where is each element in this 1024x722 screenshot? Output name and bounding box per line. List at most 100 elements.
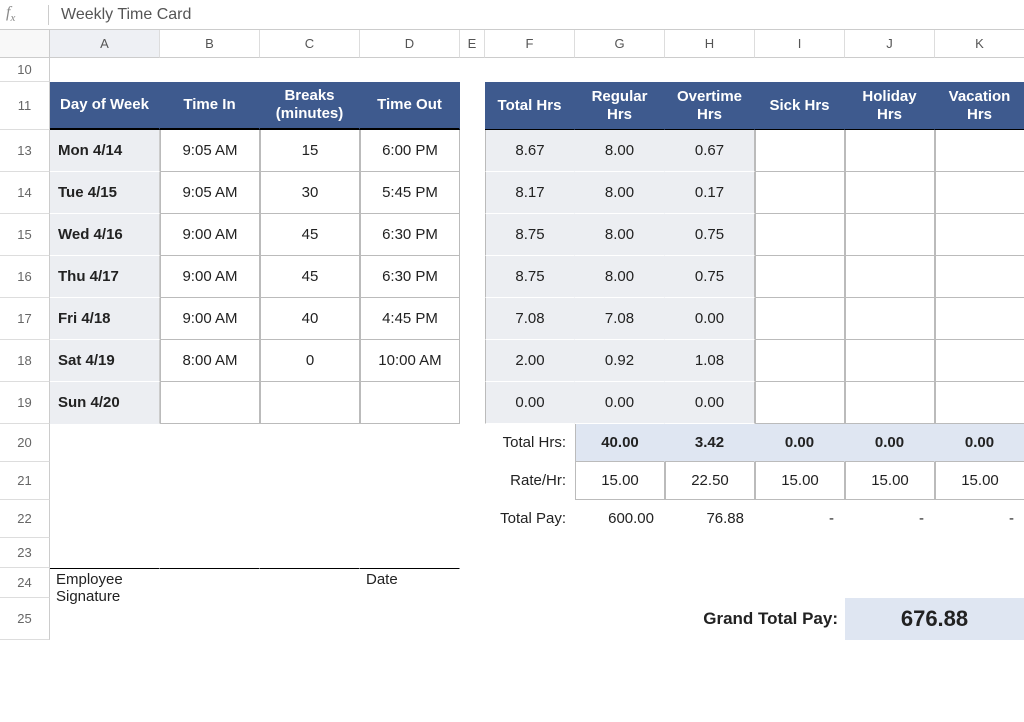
cell[interactable] (160, 538, 260, 568)
vacation-hrs[interactable] (935, 256, 1024, 298)
sick-hrs[interactable] (755, 214, 845, 256)
breaks[interactable] (260, 382, 360, 424)
rate-hol[interactable]: 15.00 (845, 462, 935, 500)
rate-reg[interactable]: 15.00 (575, 462, 665, 500)
time-in[interactable]: 9:00 AM (160, 298, 260, 340)
col-head-B[interactable]: B (160, 30, 260, 58)
cell[interactable] (755, 58, 845, 82)
cell[interactable] (360, 538, 460, 568)
col-head-I[interactable]: I (755, 30, 845, 58)
time-out[interactable]: 4:45 PM (360, 298, 460, 340)
cell[interactable] (50, 598, 160, 640)
cell[interactable] (160, 462, 260, 500)
row-head-15[interactable]: 15 (0, 214, 50, 256)
cell[interactable] (575, 538, 665, 568)
cell[interactable] (50, 58, 160, 82)
cell[interactable] (485, 568, 575, 598)
sick-hrs[interactable] (755, 130, 845, 172)
cell[interactable] (160, 58, 260, 82)
time-in[interactable]: 9:05 AM (160, 172, 260, 214)
cell[interactable] (935, 58, 1024, 82)
time-out[interactable] (360, 382, 460, 424)
cell[interactable] (160, 424, 260, 462)
breaks[interactable]: 30 (260, 172, 360, 214)
cell[interactable] (260, 538, 360, 568)
time-out[interactable]: 5:45 PM (360, 172, 460, 214)
sick-hrs[interactable] (755, 298, 845, 340)
holiday-hrs[interactable] (845, 340, 935, 382)
cell[interactable] (460, 424, 485, 462)
time-out[interactable]: 6:30 PM (360, 256, 460, 298)
cell[interactable] (360, 598, 460, 640)
rate-vac[interactable]: 15.00 (935, 462, 1024, 500)
breaks[interactable]: 15 (260, 130, 360, 172)
cell[interactable] (260, 58, 360, 82)
time-out[interactable]: 10:00 AM (360, 340, 460, 382)
cell[interactable] (485, 598, 575, 640)
row-head-23[interactable]: 23 (0, 538, 50, 568)
cell[interactable] (260, 598, 360, 640)
cell[interactable] (50, 424, 160, 462)
cell[interactable] (485, 58, 575, 82)
cell[interactable] (260, 424, 360, 462)
col-head-K[interactable]: K (935, 30, 1024, 58)
time-in[interactable]: 8:00 AM (160, 340, 260, 382)
row-head-19[interactable]: 19 (0, 382, 50, 424)
col-head-D[interactable]: D (360, 30, 460, 58)
holiday-hrs[interactable] (845, 130, 935, 172)
col-head-H[interactable]: H (665, 30, 755, 58)
cell[interactable] (160, 598, 260, 640)
sick-hrs[interactable] (755, 172, 845, 214)
cell[interactable] (460, 214, 485, 256)
cell[interactable] (460, 130, 485, 172)
cell[interactable] (460, 538, 485, 568)
cell[interactable] (575, 568, 665, 598)
time-out[interactable]: 6:00 PM (360, 130, 460, 172)
cell[interactable] (845, 538, 935, 568)
cell[interactable] (665, 538, 755, 568)
vacation-hrs[interactable] (935, 130, 1024, 172)
cell[interactable] (460, 340, 485, 382)
cell[interactable] (935, 568, 1024, 598)
row-head-21[interactable]: 21 (0, 462, 50, 500)
row-head-14[interactable]: 14 (0, 172, 50, 214)
breaks[interactable]: 0 (260, 340, 360, 382)
cell[interactable] (50, 462, 160, 500)
col-head-C[interactable]: C (260, 30, 360, 58)
row-head-16[interactable]: 16 (0, 256, 50, 298)
row-head-11[interactable]: 11 (0, 82, 50, 130)
breaks[interactable]: 45 (260, 256, 360, 298)
rate-sick[interactable]: 15.00 (755, 462, 845, 500)
cell[interactable] (665, 58, 755, 82)
cell[interactable] (160, 500, 260, 538)
col-head-G[interactable]: G (575, 30, 665, 58)
row-head-25[interactable]: 25 (0, 598, 50, 640)
row-head-17[interactable]: 17 (0, 298, 50, 340)
cell[interactable] (260, 568, 360, 598)
row-head-18[interactable]: 18 (0, 340, 50, 382)
col-head-F[interactable]: F (485, 30, 575, 58)
cell[interactable] (460, 382, 485, 424)
cell[interactable] (360, 424, 460, 462)
cell[interactable] (160, 568, 260, 598)
cell[interactable] (935, 538, 1024, 568)
cell[interactable] (460, 58, 485, 82)
sick-hrs[interactable] (755, 256, 845, 298)
row-head-10[interactable]: 10 (0, 58, 50, 82)
cell[interactable] (50, 538, 160, 568)
cell[interactable] (845, 568, 935, 598)
formula-bar[interactable]: fx Weekly Time Card (0, 0, 1024, 30)
cell[interactable] (360, 58, 460, 82)
time-in[interactable]: 9:05 AM (160, 130, 260, 172)
vacation-hrs[interactable] (935, 172, 1024, 214)
vacation-hrs[interactable] (935, 214, 1024, 256)
formula-text[interactable]: Weekly Time Card (61, 6, 191, 24)
cell[interactable] (460, 462, 485, 500)
cell[interactable] (460, 298, 485, 340)
time-in[interactable]: 9:00 AM (160, 214, 260, 256)
cell[interactable] (460, 82, 485, 130)
vacation-hrs[interactable] (935, 340, 1024, 382)
col-head-J[interactable]: J (845, 30, 935, 58)
cell[interactable] (460, 598, 485, 640)
corner[interactable] (0, 30, 50, 58)
